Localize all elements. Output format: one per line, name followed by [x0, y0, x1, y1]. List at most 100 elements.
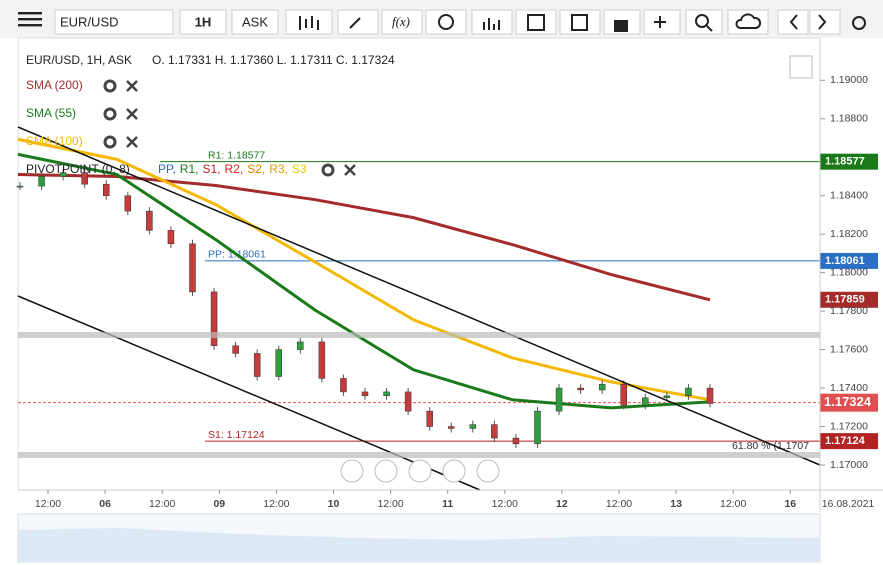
candle [685, 387, 692, 397]
x-tick-label: 06 [99, 498, 111, 510]
sma-line [17, 173, 711, 302]
candle [189, 243, 196, 293]
price-tag-label: 1.17124 [825, 435, 866, 447]
price-tag-label: 1.18577 [825, 156, 865, 168]
candle [81, 172, 88, 185]
indicator-name: SMA (100) [26, 134, 83, 148]
candle [361, 391, 369, 397]
candle [620, 383, 627, 406]
price-tag-label: 1.18061 [825, 255, 865, 267]
candle [146, 210, 153, 231]
close-icon[interactable] [344, 164, 356, 176]
sma-line [17, 137, 711, 402]
candle [469, 424, 477, 429]
pivot-levels: PP, R1, S1, R2, S2, R3, S3 [158, 162, 307, 176]
pivot-level: PP, [158, 162, 176, 176]
fx-icon: f(x) [392, 14, 410, 29]
icons [299, 13, 866, 32]
y-tick-label: 1.18000 [830, 266, 868, 278]
candle [275, 349, 282, 377]
end-date: 16.08.2021 [822, 498, 875, 510]
candle [167, 230, 175, 245]
candle [318, 341, 326, 379]
price-tag [820, 433, 878, 450]
x-tick-label: 13 [670, 498, 682, 510]
y-tick-label: 1.18400 [830, 190, 868, 202]
indicator-name: SMA (200) [26, 78, 83, 92]
pivot-label: R1: 1.18577 [208, 149, 265, 161]
candle [16, 185, 24, 188]
settings-icon[interactable] [103, 135, 117, 149]
candle [448, 426, 455, 429]
side-button[interactable] [231, 9, 279, 35]
candle [210, 291, 218, 346]
interval-button[interactable] [179, 9, 227, 35]
candle [59, 172, 67, 177]
price-tag [820, 393, 878, 412]
close-icon[interactable] [126, 136, 138, 148]
pivot-level: S3 [292, 162, 307, 176]
x-tick-label: 12:00 [149, 498, 175, 510]
candle [103, 183, 110, 196]
tool-buttons[interactable] [285, 9, 841, 35]
pivot-level: R1, [180, 162, 199, 176]
settings-icon[interactable] [321, 163, 335, 177]
x-tick-label: 12 [556, 498, 568, 510]
candle [38, 176, 45, 187]
menu-button[interactable] [18, 12, 42, 27]
settings-icon[interactable] [103, 79, 117, 93]
indicator-name: SMA (55) [26, 106, 76, 120]
pivot-label: S1: 1.17124 [208, 429, 265, 441]
side: ASK [242, 14, 268, 29]
candle [124, 195, 132, 212]
candle [426, 410, 433, 427]
candle [253, 353, 261, 377]
price-tag [820, 252, 878, 269]
candle [340, 378, 347, 393]
y-tick-label: 1.17400 [830, 382, 868, 394]
y-tick-label: 1.19000 [830, 74, 868, 86]
pivot-level: S2, [247, 162, 265, 176]
x-tick-label: 12:00 [720, 498, 746, 510]
x-tick-label: 12:00 [492, 498, 518, 510]
navigator-area [18, 528, 820, 562]
y-tick-label: 1.17200 [830, 420, 868, 432]
popout-button[interactable] [789, 55, 813, 79]
price-tag-label: 1.17324 [824, 394, 872, 409]
settings-icon[interactable] [103, 107, 117, 121]
candle [383, 391, 390, 397]
x-tick-label: 12:00 [606, 498, 632, 510]
x-tick-label: 12:00 [377, 498, 403, 510]
legend-instrument: EUR/USD, 1H, ASK [26, 53, 132, 67]
fib-label: 61.80 % (1.1707 [732, 440, 809, 452]
close-icon[interactable] [126, 108, 138, 120]
candle [232, 345, 239, 354]
candle [555, 387, 563, 412]
x-tick-label: 10 [328, 498, 340, 510]
x-tick-label: 09 [213, 498, 225, 510]
candle [577, 387, 584, 391]
zoom-controls[interactable] [340, 459, 500, 483]
legend-ohlc: O. 1.17331 H. 1.17360 L. 1.17311 C. 1.17… [152, 53, 395, 67]
candle [491, 424, 498, 439]
symbol-field[interactable] [54, 9, 174, 35]
candle [512, 437, 520, 445]
close-icon[interactable] [126, 80, 138, 92]
range-bands [18, 332, 820, 458]
y-tick-label: 1.17800 [830, 305, 868, 317]
interval: 1H [195, 14, 212, 29]
candle [706, 387, 714, 404]
pivot-level: R2, [225, 162, 244, 176]
candle [642, 397, 649, 406]
plot-area[interactable] [17, 37, 821, 491]
price-tag-label: 1.17859 [825, 294, 865, 306]
x-tick-label: 12:00 [263, 498, 289, 510]
candle [297, 341, 304, 350]
y-tick-label: 1.17000 [830, 459, 868, 471]
candle [404, 391, 412, 412]
y-tick-label: 1.18200 [830, 228, 868, 240]
pivot-name: PIVOTPOINT (0, 8) [26, 162, 130, 176]
price-tag [820, 153, 878, 170]
candle [598, 383, 606, 391]
